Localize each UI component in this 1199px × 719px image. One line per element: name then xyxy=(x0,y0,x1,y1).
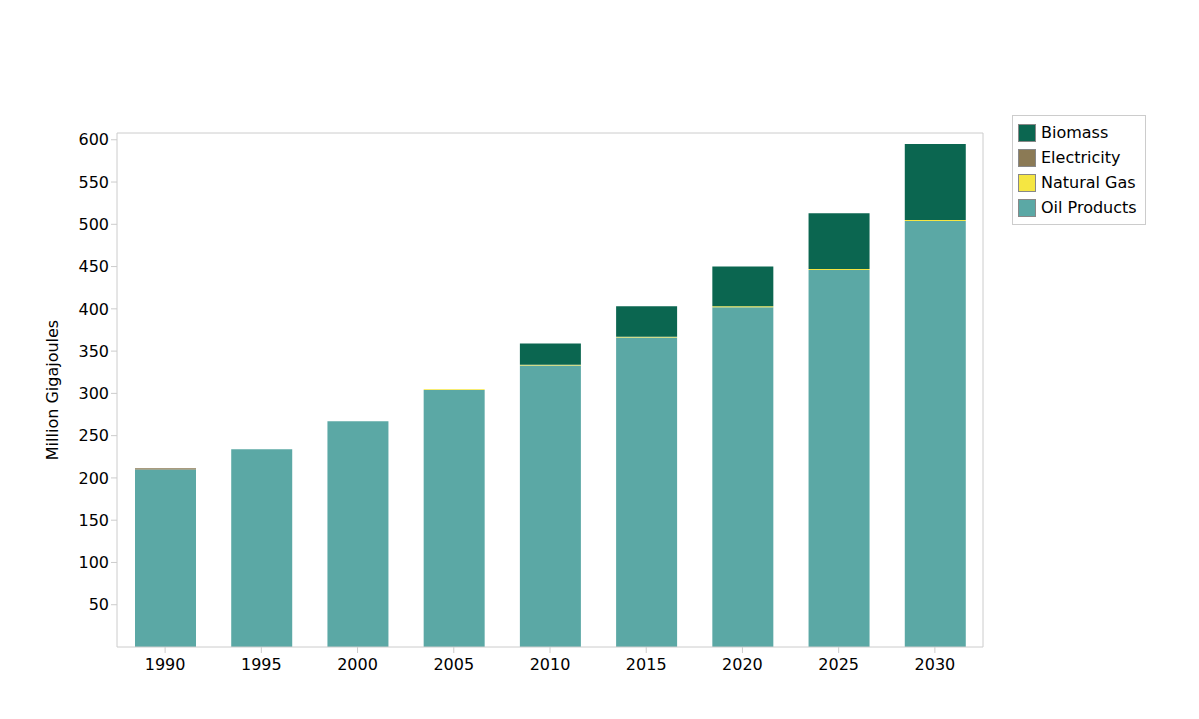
svg-text:2030: 2030 xyxy=(915,655,956,674)
html-text:Biomass: Biomass xyxy=(1041,123,1109,142)
svg-text:2015: 2015 xyxy=(626,655,667,674)
html-text:Natural Gas: Natural Gas xyxy=(1041,173,1136,192)
svg-text:150: 150 xyxy=(78,511,109,530)
svg-text:1995: 1995 xyxy=(241,655,282,674)
svg-text:300: 300 xyxy=(78,384,109,403)
svg-text:2010: 2010 xyxy=(530,655,571,674)
svg-text:2020: 2020 xyxy=(722,655,763,674)
svg-text:400: 400 xyxy=(78,300,109,319)
svg-text:350: 350 xyxy=(78,342,109,361)
svg-text:600: 600 xyxy=(78,130,109,149)
svg-text:1990: 1990 xyxy=(145,655,186,674)
svg-text:100: 100 xyxy=(78,553,109,572)
html-text:Electricity: Electricity xyxy=(1041,148,1121,167)
svg-text:2025: 2025 xyxy=(818,655,859,674)
svg-text:50: 50 xyxy=(89,595,109,614)
svg-text:200: 200 xyxy=(78,469,109,488)
svg-text:450: 450 xyxy=(78,257,109,276)
svg-text:550: 550 xyxy=(78,173,109,192)
svg-text:Million Gigajoules: Million Gigajoules xyxy=(43,320,62,460)
svg-text:2005: 2005 xyxy=(433,655,474,674)
html-text:Oil Products: Oil Products xyxy=(1041,198,1137,217)
svg-text:250: 250 xyxy=(78,426,109,445)
svg-text:500: 500 xyxy=(78,215,109,234)
svg-text:2000: 2000 xyxy=(337,655,378,674)
